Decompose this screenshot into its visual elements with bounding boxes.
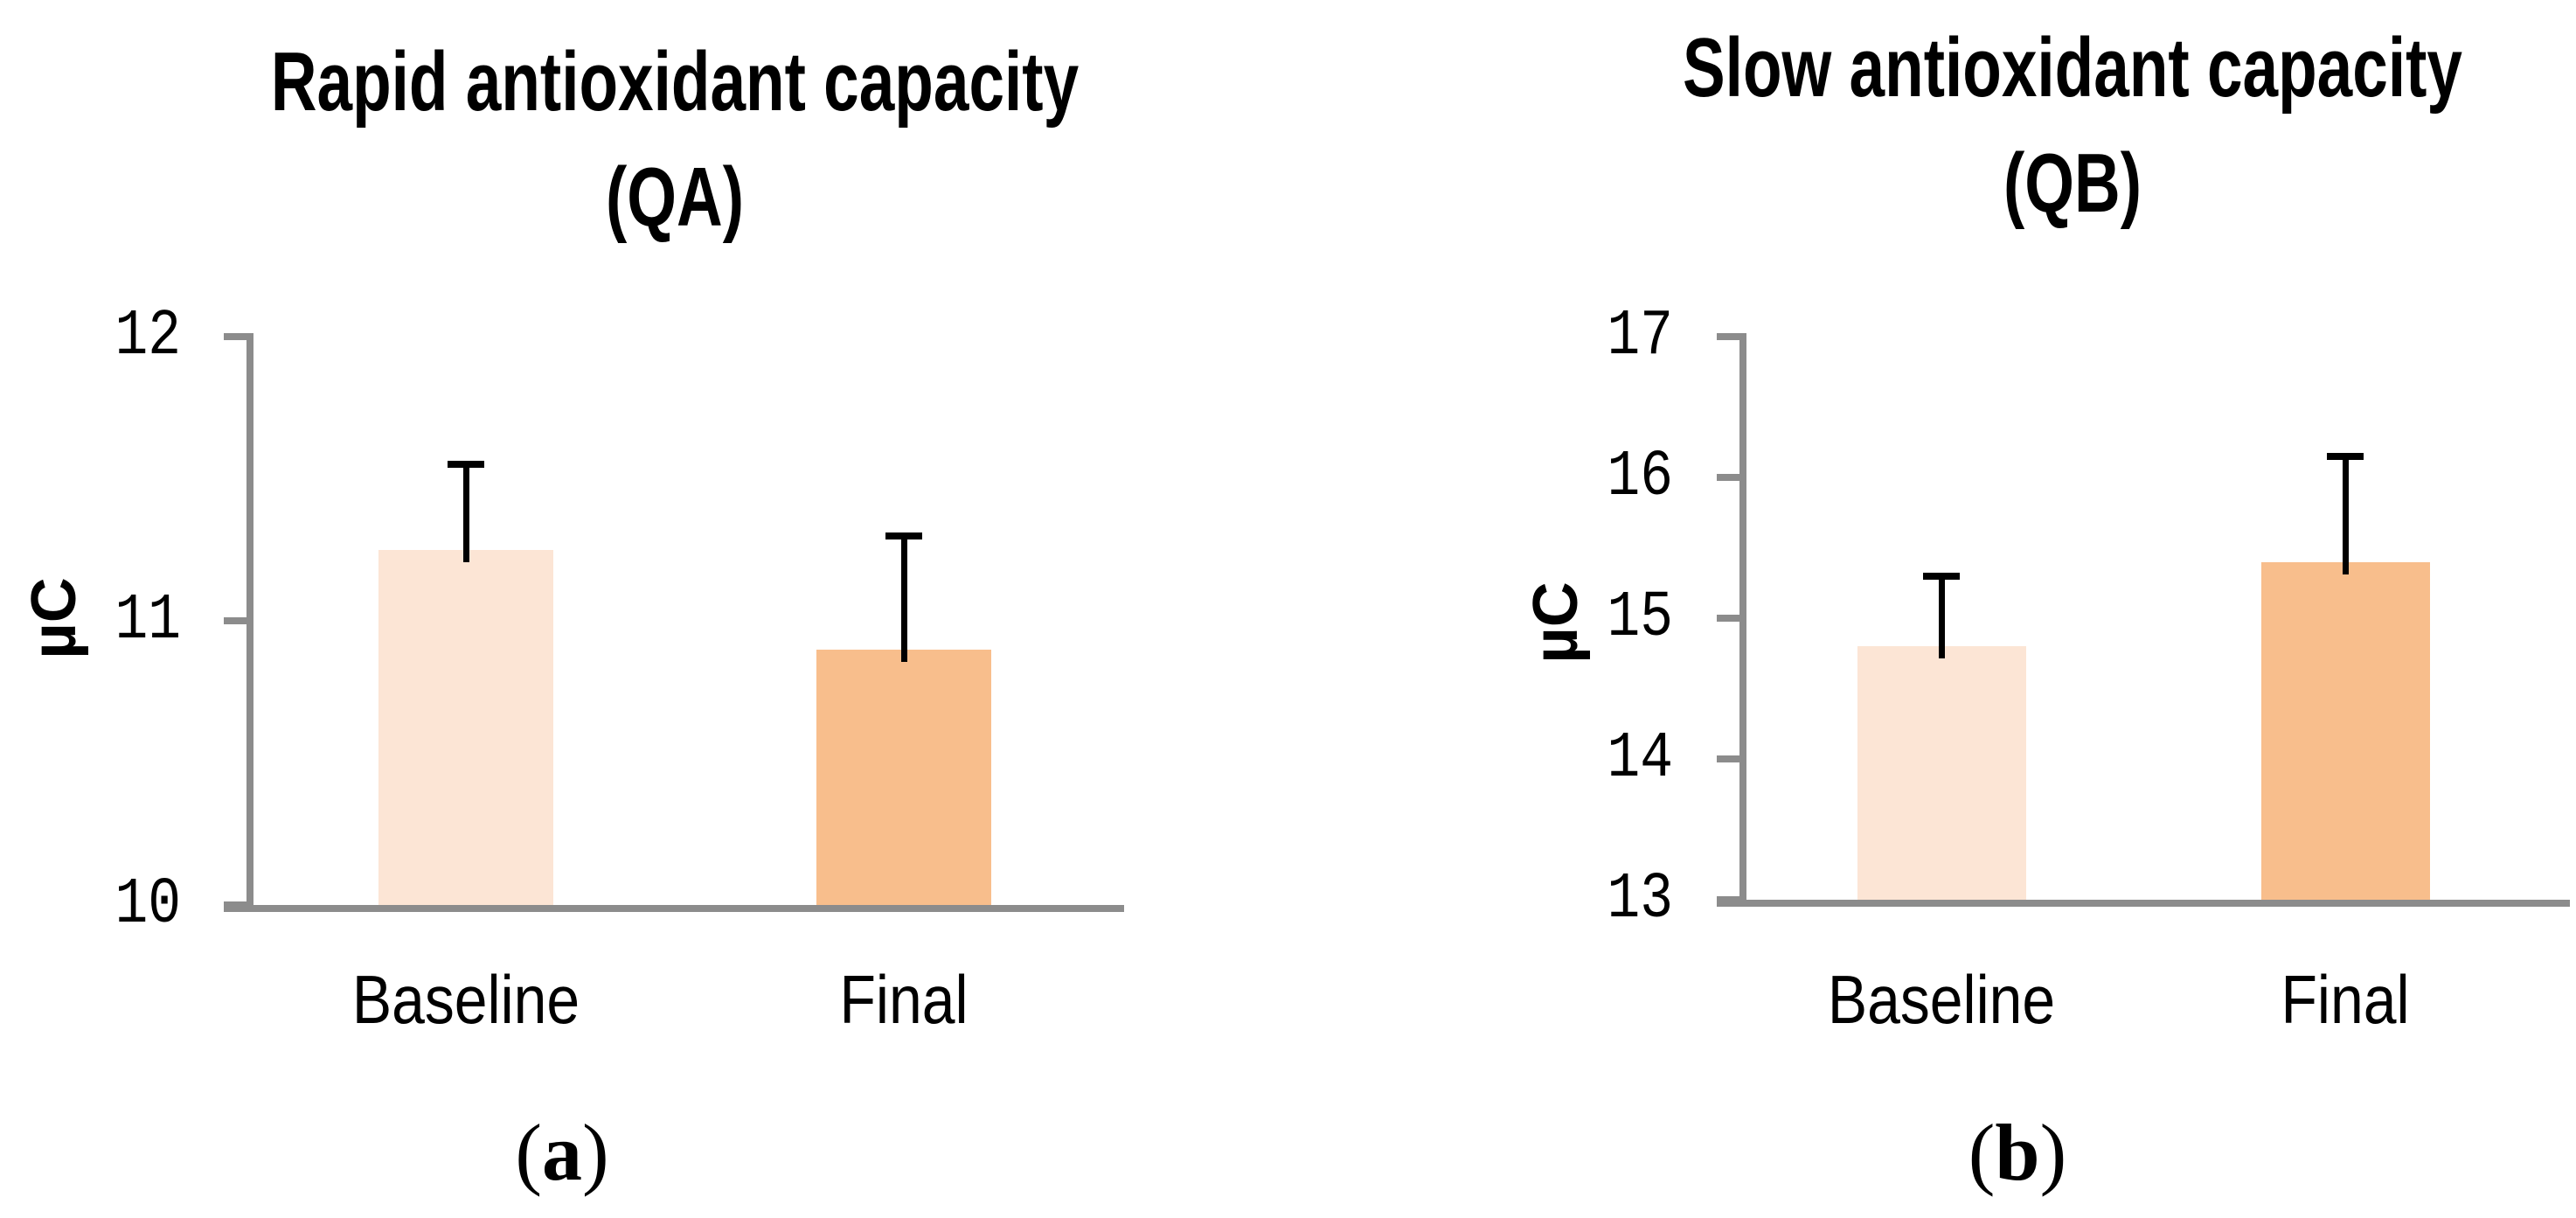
caption-close-paren: ) [2039, 1108, 2067, 1197]
y-tick-a-11 [224, 617, 246, 624]
error-bar-line-a-baseline [463, 464, 469, 562]
error-bar-line-b-baseline [1939, 575, 1945, 659]
y-tick-b-17 [1717, 333, 1739, 340]
y-tick-label-a-10: 10 [115, 868, 181, 942]
y-tick-label-b-13: 13 [1607, 863, 1673, 936]
y-tick-label-b-14: 14 [1607, 722, 1673, 796]
y-tick-label-b-16: 16 [1607, 441, 1673, 514]
chart-title-b: Slow antioxidant capacity (QB) [1641, 10, 2504, 241]
category-label-a-baseline: Baseline [351, 961, 580, 1038]
chart-title-line1: Rapid antioxidant capacity [270, 35, 1080, 129]
caption-b: (b) [1968, 1109, 2066, 1196]
chart-title-line2: (QA) [605, 150, 745, 244]
y-tick-label-b-17: 17 [1607, 300, 1673, 373]
error-bar-cap-b-baseline [1923, 572, 1960, 580]
category-label-b-final: Final [2281, 961, 2410, 1038]
y-tick-b-14 [1717, 755, 1739, 762]
caption-letter: a [542, 1108, 582, 1197]
chart-title-line2: (QB) [2003, 136, 2142, 230]
chart-title-line1: Slow antioxidant capacity [1683, 21, 2462, 115]
caption-open-paren: ( [1968, 1108, 1996, 1197]
y-tick-label-b-15: 15 [1607, 581, 1673, 655]
category-label-a-final: Final [839, 961, 969, 1038]
category-label-b-baseline: Baseline [1827, 961, 2056, 1038]
caption-letter: b [1995, 1108, 2040, 1197]
y-axis-line-a [246, 333, 253, 912]
caption-open-paren: ( [515, 1108, 542, 1197]
error-bar-cap-b-final [2327, 452, 2364, 460]
y-tick-a-12 [224, 333, 246, 340]
y-tick-label-a-11: 11 [115, 584, 181, 658]
x-axis-line-a [224, 905, 1124, 912]
y-tick-b-16 [1717, 474, 1739, 481]
y-axis-line-b [1739, 333, 1746, 907]
caption-a: (a) [515, 1109, 608, 1196]
bar-a-final [816, 649, 991, 905]
x-axis-line-b [1717, 900, 2570, 907]
bar-a-baseline [378, 549, 553, 905]
y-tick-label-a-12: 12 [115, 300, 181, 373]
y-tick-b-15 [1717, 615, 1739, 622]
error-bar-line-a-final [901, 535, 907, 662]
error-bar-cap-a-baseline [448, 461, 484, 469]
error-bar-line-b-final [2343, 456, 2349, 574]
error-bar-cap-a-final [885, 532, 922, 539]
bar-b-final [2260, 561, 2430, 900]
caption-close-paren: ) [582, 1108, 609, 1197]
chart-title-a: Rapid antioxidant capacity (QA) [243, 24, 1107, 255]
bar-b-baseline [1857, 646, 2026, 900]
